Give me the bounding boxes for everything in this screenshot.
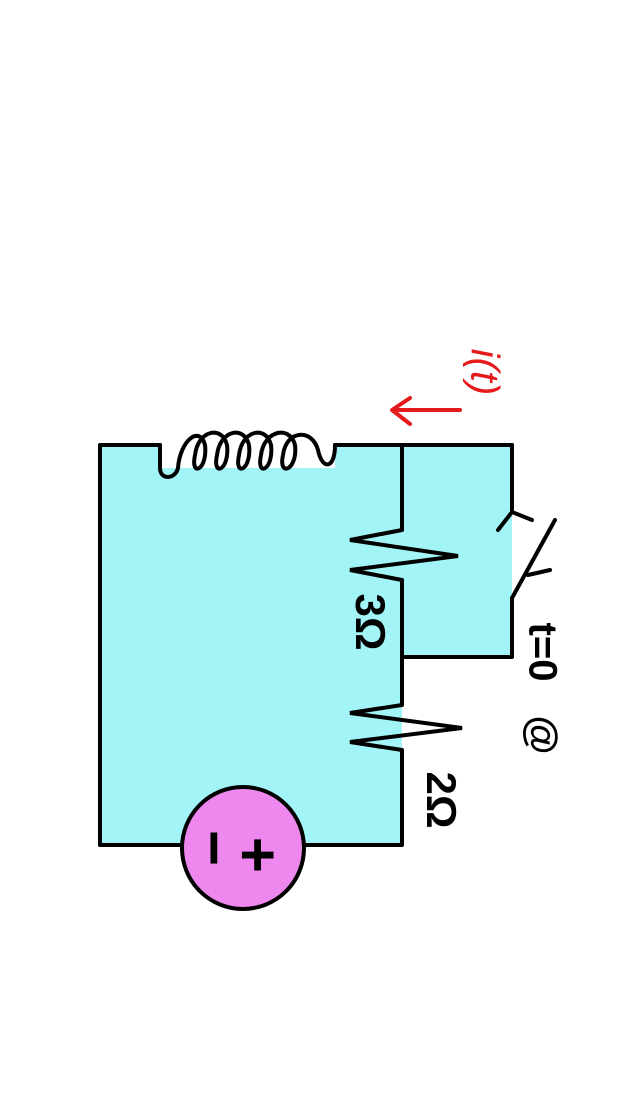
current-label: i(t)	[462, 349, 506, 396]
switch-time-label: t=0	[520, 623, 564, 682]
resistor-3ohm-label: 3Ω	[347, 593, 394, 650]
wire-mid-bottom	[303, 748, 404, 847]
source-circle	[180, 785, 306, 911]
wires	[98, 443, 514, 847]
wire-switch-bottom	[400, 596, 514, 659]
source-minus-label: −	[179, 830, 248, 866]
inductor-coil	[158, 430, 337, 479]
current-arrow-head	[390, 396, 412, 426]
switch-contact	[496, 509, 534, 532]
voltage-source: + −	[179, 785, 306, 911]
switch	[496, 509, 557, 600]
resistor-2ohm-label: 2Ω	[418, 771, 465, 828]
resistor-3ohm	[349, 528, 459, 582]
source-plus-label: +	[223, 837, 292, 873]
wire-left	[98, 443, 162, 847]
current-arrow	[390, 396, 462, 426]
main-loop-fill	[100, 445, 402, 845]
switch-arc-marker	[526, 568, 552, 577]
resistor-2ohm	[349, 703, 463, 752]
switch-blade	[510, 518, 557, 600]
switch-at-label: @	[520, 715, 564, 754]
